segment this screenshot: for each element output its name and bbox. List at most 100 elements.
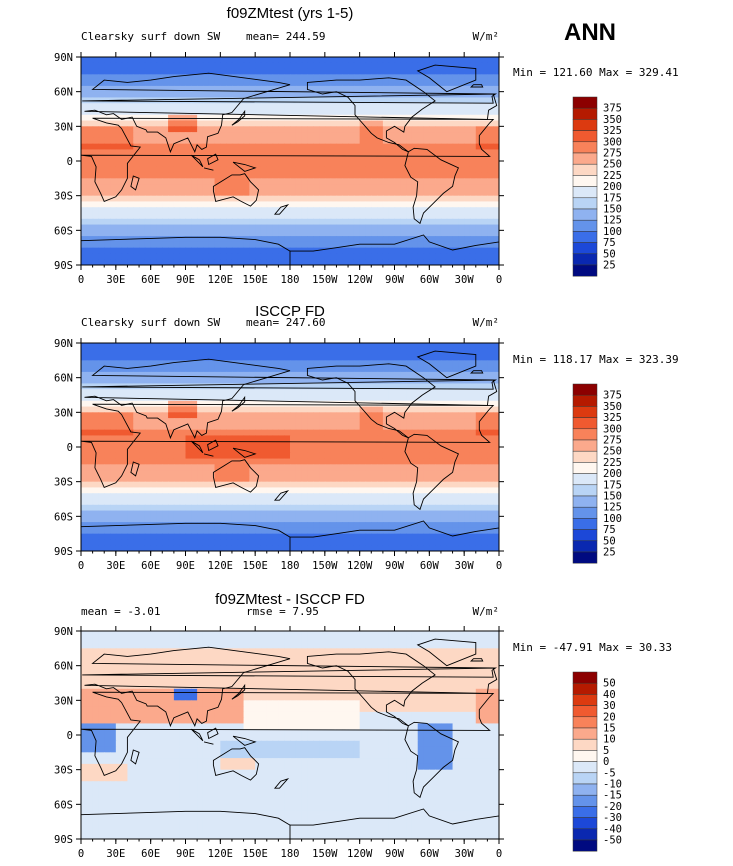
field-cell xyxy=(110,487,117,494)
field-cell xyxy=(173,435,181,442)
field-cell xyxy=(243,149,250,156)
field-cell xyxy=(104,155,111,162)
field-cell xyxy=(110,452,117,460)
field-cell xyxy=(342,360,349,367)
field-cell xyxy=(429,504,436,512)
field-cell xyxy=(388,354,396,361)
field-cell xyxy=(278,435,285,442)
field-cell xyxy=(382,493,390,500)
field-cell xyxy=(359,470,367,477)
field-cell xyxy=(429,120,436,127)
field-cell xyxy=(81,132,88,139)
field-cell xyxy=(121,241,129,249)
field-cell xyxy=(185,195,192,203)
field-cell xyxy=(104,412,111,419)
field-cell xyxy=(202,504,210,512)
field-cell xyxy=(104,406,111,413)
field-cell xyxy=(185,458,192,465)
field-cell xyxy=(307,423,314,431)
field-cell xyxy=(272,207,279,214)
field-cell xyxy=(377,155,384,162)
field-cell xyxy=(139,458,146,465)
field-cell xyxy=(168,137,175,145)
field-cell xyxy=(446,412,454,419)
field-cell xyxy=(400,481,407,489)
field-cell xyxy=(214,195,221,203)
field-cell xyxy=(377,120,384,127)
field-cell xyxy=(191,213,198,220)
field-cell xyxy=(388,510,396,517)
field-cell xyxy=(353,172,361,179)
field-cell xyxy=(394,371,401,379)
field-cell xyxy=(481,218,488,226)
field-cell xyxy=(295,343,303,350)
field-cell xyxy=(319,389,326,396)
field-cell xyxy=(127,85,134,93)
field-cell xyxy=(144,166,152,174)
field-cell xyxy=(313,441,320,448)
field-cell xyxy=(98,178,105,185)
field-cell xyxy=(290,213,297,220)
field-cell xyxy=(272,348,279,356)
field-cell xyxy=(237,343,245,350)
field-cell xyxy=(411,184,419,191)
field-cell xyxy=(493,172,499,179)
field-cell xyxy=(226,360,233,367)
field-cell xyxy=(272,114,279,122)
field-cell xyxy=(313,452,320,460)
field-cell xyxy=(237,259,245,265)
field-cell xyxy=(359,499,367,506)
field-cell xyxy=(481,447,488,454)
field-cell xyxy=(469,435,477,442)
field-cell xyxy=(231,504,239,512)
field-cell xyxy=(359,366,367,373)
field-cell xyxy=(330,429,338,437)
field-cell xyxy=(156,470,163,477)
field-cell xyxy=(435,213,442,220)
field-cell xyxy=(446,213,454,220)
field-cell xyxy=(81,395,88,402)
field-cell xyxy=(440,103,448,110)
field-cell xyxy=(313,172,320,179)
field-cell xyxy=(284,516,291,523)
field-cell xyxy=(266,97,274,104)
field-cell xyxy=(394,155,401,162)
field-cell xyxy=(301,504,309,512)
field-cell xyxy=(406,143,413,151)
field-cell xyxy=(231,499,239,506)
field-cell xyxy=(429,406,436,413)
field-cell xyxy=(301,377,309,385)
field-cell xyxy=(121,441,129,448)
field-cell xyxy=(185,395,192,402)
field-cell xyxy=(237,230,245,237)
field-cell xyxy=(290,189,297,197)
field-cell xyxy=(168,259,175,265)
field-cell xyxy=(168,213,175,220)
field-cell xyxy=(371,389,378,396)
field-cell xyxy=(411,412,419,419)
field-cell xyxy=(440,458,448,465)
field-cell xyxy=(249,348,256,356)
field-cell xyxy=(342,166,349,174)
field-cell xyxy=(458,406,465,413)
field-cell xyxy=(307,377,314,385)
field-cell xyxy=(272,201,279,208)
field-cell xyxy=(202,493,210,500)
field-cell xyxy=(121,371,129,379)
field-cell xyxy=(104,57,111,64)
field-cell xyxy=(446,429,454,437)
field-cell xyxy=(411,172,419,179)
field-cell xyxy=(313,97,320,104)
field-cell xyxy=(348,400,355,408)
field-cell xyxy=(260,195,268,203)
field-cell xyxy=(133,343,140,350)
field-cell xyxy=(411,155,419,162)
field-cell xyxy=(423,178,430,185)
field-cell xyxy=(104,247,111,255)
field-cell xyxy=(144,447,152,454)
field-cell xyxy=(464,253,471,260)
field-cell xyxy=(423,85,430,93)
field-cell xyxy=(255,137,262,145)
field-cell xyxy=(452,481,459,489)
field-cell xyxy=(319,470,326,477)
